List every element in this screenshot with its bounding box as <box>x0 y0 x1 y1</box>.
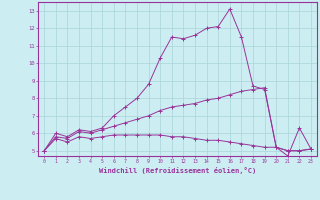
X-axis label: Windchill (Refroidissement éolien,°C): Windchill (Refroidissement éolien,°C) <box>99 167 256 174</box>
